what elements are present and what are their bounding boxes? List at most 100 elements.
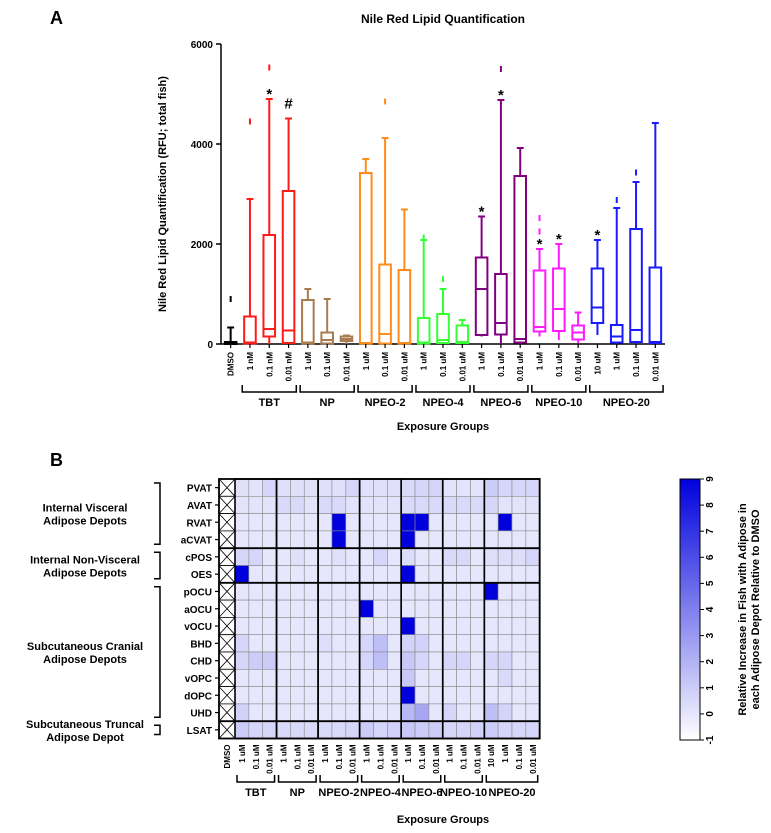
x-tick-label: 1 uM: [362, 352, 371, 371]
heatmap-cell: [442, 495, 457, 514]
heatmap-cell: [414, 565, 430, 584]
heatmap-cell: [303, 530, 319, 549]
heatmap-cell: [359, 599, 374, 618]
group-label: NPEO-2: [365, 397, 406, 409]
box-0: DMSO: [223, 296, 238, 376]
colorbar-tick-label: -1: [705, 735, 716, 744]
heatmap-cell: [428, 513, 444, 532]
heatmap-cell: [470, 565, 485, 584]
heatmap-cell: [290, 599, 305, 618]
heatmap-cell: [483, 513, 499, 532]
box-15: 0.01 uM: [513, 147, 528, 381]
heatmap-cell: [387, 703, 402, 722]
x-tick-label: 0.01 uM: [651, 352, 660, 382]
column-label: 0.1 uM: [293, 744, 302, 769]
row-group-label: Internal Visceral Adipose Depots: [43, 503, 128, 528]
heatmap-cell: [497, 495, 513, 514]
group-bracket: [415, 385, 471, 393]
heatmap-cell: [387, 547, 402, 566]
heatmap-cell: [317, 565, 333, 584]
heatmap-cell: [234, 668, 250, 687]
column-label: 1 uM: [363, 744, 372, 763]
row-group-label-line: Adipose Depots: [43, 516, 127, 528]
heatmap-cell: [345, 720, 360, 739]
row-group-label-line: Adipose Depots: [43, 568, 127, 580]
heatmap-cell: [400, 530, 416, 549]
heatmap-cell: [331, 651, 347, 670]
heatmap-cell: [414, 530, 430, 549]
heatmap-cell: [276, 478, 291, 497]
heatmap-cell: [303, 582, 319, 601]
heatmap-cell: [428, 582, 444, 601]
heatmap-cell: [317, 478, 333, 497]
heatmap-cell: [248, 495, 264, 514]
heatmap-cell: [497, 513, 513, 532]
heatmap-cell: [470, 634, 485, 653]
heatmap-cell: [317, 720, 333, 739]
row-label: dOPC: [184, 691, 212, 702]
heatmap-cell: [497, 582, 513, 601]
heatmap-cell: [262, 530, 277, 549]
x-tick-label: 0.1 nM: [265, 352, 274, 377]
heatmap-cell: [525, 634, 540, 653]
heatmap-cell: [262, 582, 277, 601]
heatmap-cell: [400, 582, 416, 601]
heatmap-cell: [414, 478, 430, 497]
heatmap-cell: [428, 599, 444, 618]
heatmap-cell: [387, 617, 402, 636]
heatmap-cell: [234, 599, 250, 618]
heatmap-cell: [511, 582, 527, 601]
heatmap-cell: [525, 703, 540, 722]
heatmap-cell: [262, 599, 277, 618]
heatmap-cell: [387, 495, 402, 514]
heatmap-cell: [359, 634, 374, 653]
control-cross: [218, 582, 236, 601]
heatmap-cell: [483, 478, 499, 497]
heatmap-cell: [373, 495, 388, 514]
heatmap-cell: [483, 530, 499, 549]
heatmap-cell: [248, 703, 264, 722]
heatmap-cell: [373, 599, 388, 618]
heatmap-cell: [317, 686, 333, 705]
heatmap-cell: [248, 530, 264, 549]
heatmap-cell: [317, 582, 333, 601]
heatmap-cell: [234, 513, 250, 532]
heatmap-cell: [345, 478, 360, 497]
box-body: [358, 172, 373, 345]
heatmap-cell: [387, 668, 402, 687]
column-label: 1 uM: [501, 744, 510, 763]
box-body: [397, 269, 412, 345]
heatmap-cell: [373, 634, 388, 653]
heatmap-cell: [303, 599, 319, 618]
heatmap-cell: [345, 651, 360, 670]
heatmap-cell: [248, 513, 264, 532]
heatmap-cell: [276, 634, 291, 653]
group-label: NPEO-10: [535, 397, 582, 409]
heatmap-cell: [331, 478, 347, 497]
control-cross: [218, 651, 236, 670]
heatmap-cell: [511, 530, 527, 549]
column-label: 1 uM: [446, 744, 455, 763]
column-group-bracket: [444, 775, 484, 783]
heatmap-cell: [234, 582, 250, 601]
box-4: 1 uM: [301, 288, 315, 370]
heatmap-cell: [359, 478, 374, 497]
x-tick-label: 1 uM: [536, 352, 545, 371]
heatmap-cell: [387, 582, 402, 601]
control-cross: [218, 547, 236, 566]
heatmap-cell: [525, 513, 540, 532]
row-group-label-line: Subcutaneous Cranial: [27, 641, 143, 653]
box-body: [455, 324, 470, 344]
heatmap-cell: [470, 513, 485, 532]
heatmap-cell: [290, 686, 305, 705]
heatmap-cell: [248, 686, 264, 705]
heatmap-cell: [497, 634, 513, 653]
column-label: 1 uM: [404, 744, 413, 763]
heatmap-cell: [303, 668, 319, 687]
heatmap-cell: [373, 617, 388, 636]
y-tick-label: 6000: [191, 40, 214, 51]
heatmap-cell: [414, 513, 430, 532]
heatmap-cell: [359, 513, 374, 532]
heatmap-cell: [248, 668, 264, 687]
heatmap-cell: [483, 599, 499, 618]
